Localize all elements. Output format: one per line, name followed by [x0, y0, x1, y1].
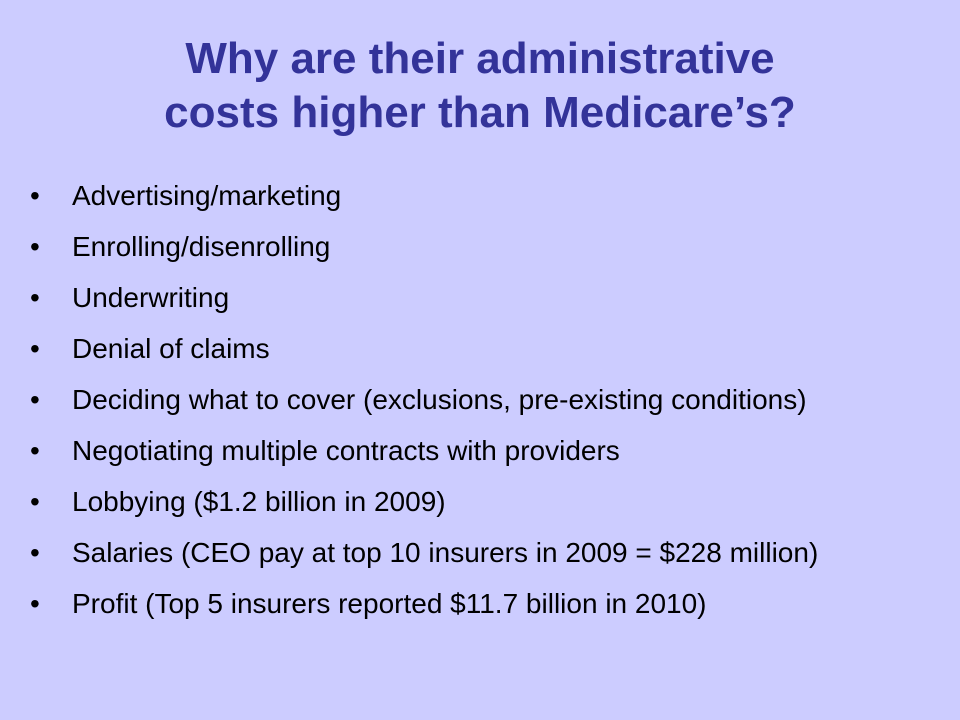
bullet-item-deciding-coverage: Deciding what to cover (exclusions, pre-… — [30, 384, 940, 416]
bullet-item-enrolling: Enrolling/disenrolling — [30, 231, 940, 263]
bullet-item-denial-of-claims: Denial of claims — [30, 333, 940, 365]
bullet-item-salaries: Salaries (CEO pay at top 10 insurers in … — [30, 537, 940, 569]
slide-title: Why are their administrative costs highe… — [40, 32, 920, 140]
slide-title-line-2: costs higher than Medicare’s? — [164, 88, 796, 137]
bullet-item-negotiating-contracts: Negotiating multiple contracts with prov… — [30, 435, 940, 467]
bullet-list: Advertising/marketing Enrolling/disenrol… — [30, 180, 940, 639]
bullet-item-underwriting: Underwriting — [30, 282, 940, 314]
bullet-item-advertising: Advertising/marketing — [30, 180, 940, 212]
slide-title-line-1: Why are their administrative — [185, 34, 775, 83]
bullet-item-profit: Profit (Top 5 insurers reported $11.7 bi… — [30, 588, 940, 620]
bullet-item-lobbying: Lobbying ($1.2 billion in 2009) — [30, 486, 940, 518]
